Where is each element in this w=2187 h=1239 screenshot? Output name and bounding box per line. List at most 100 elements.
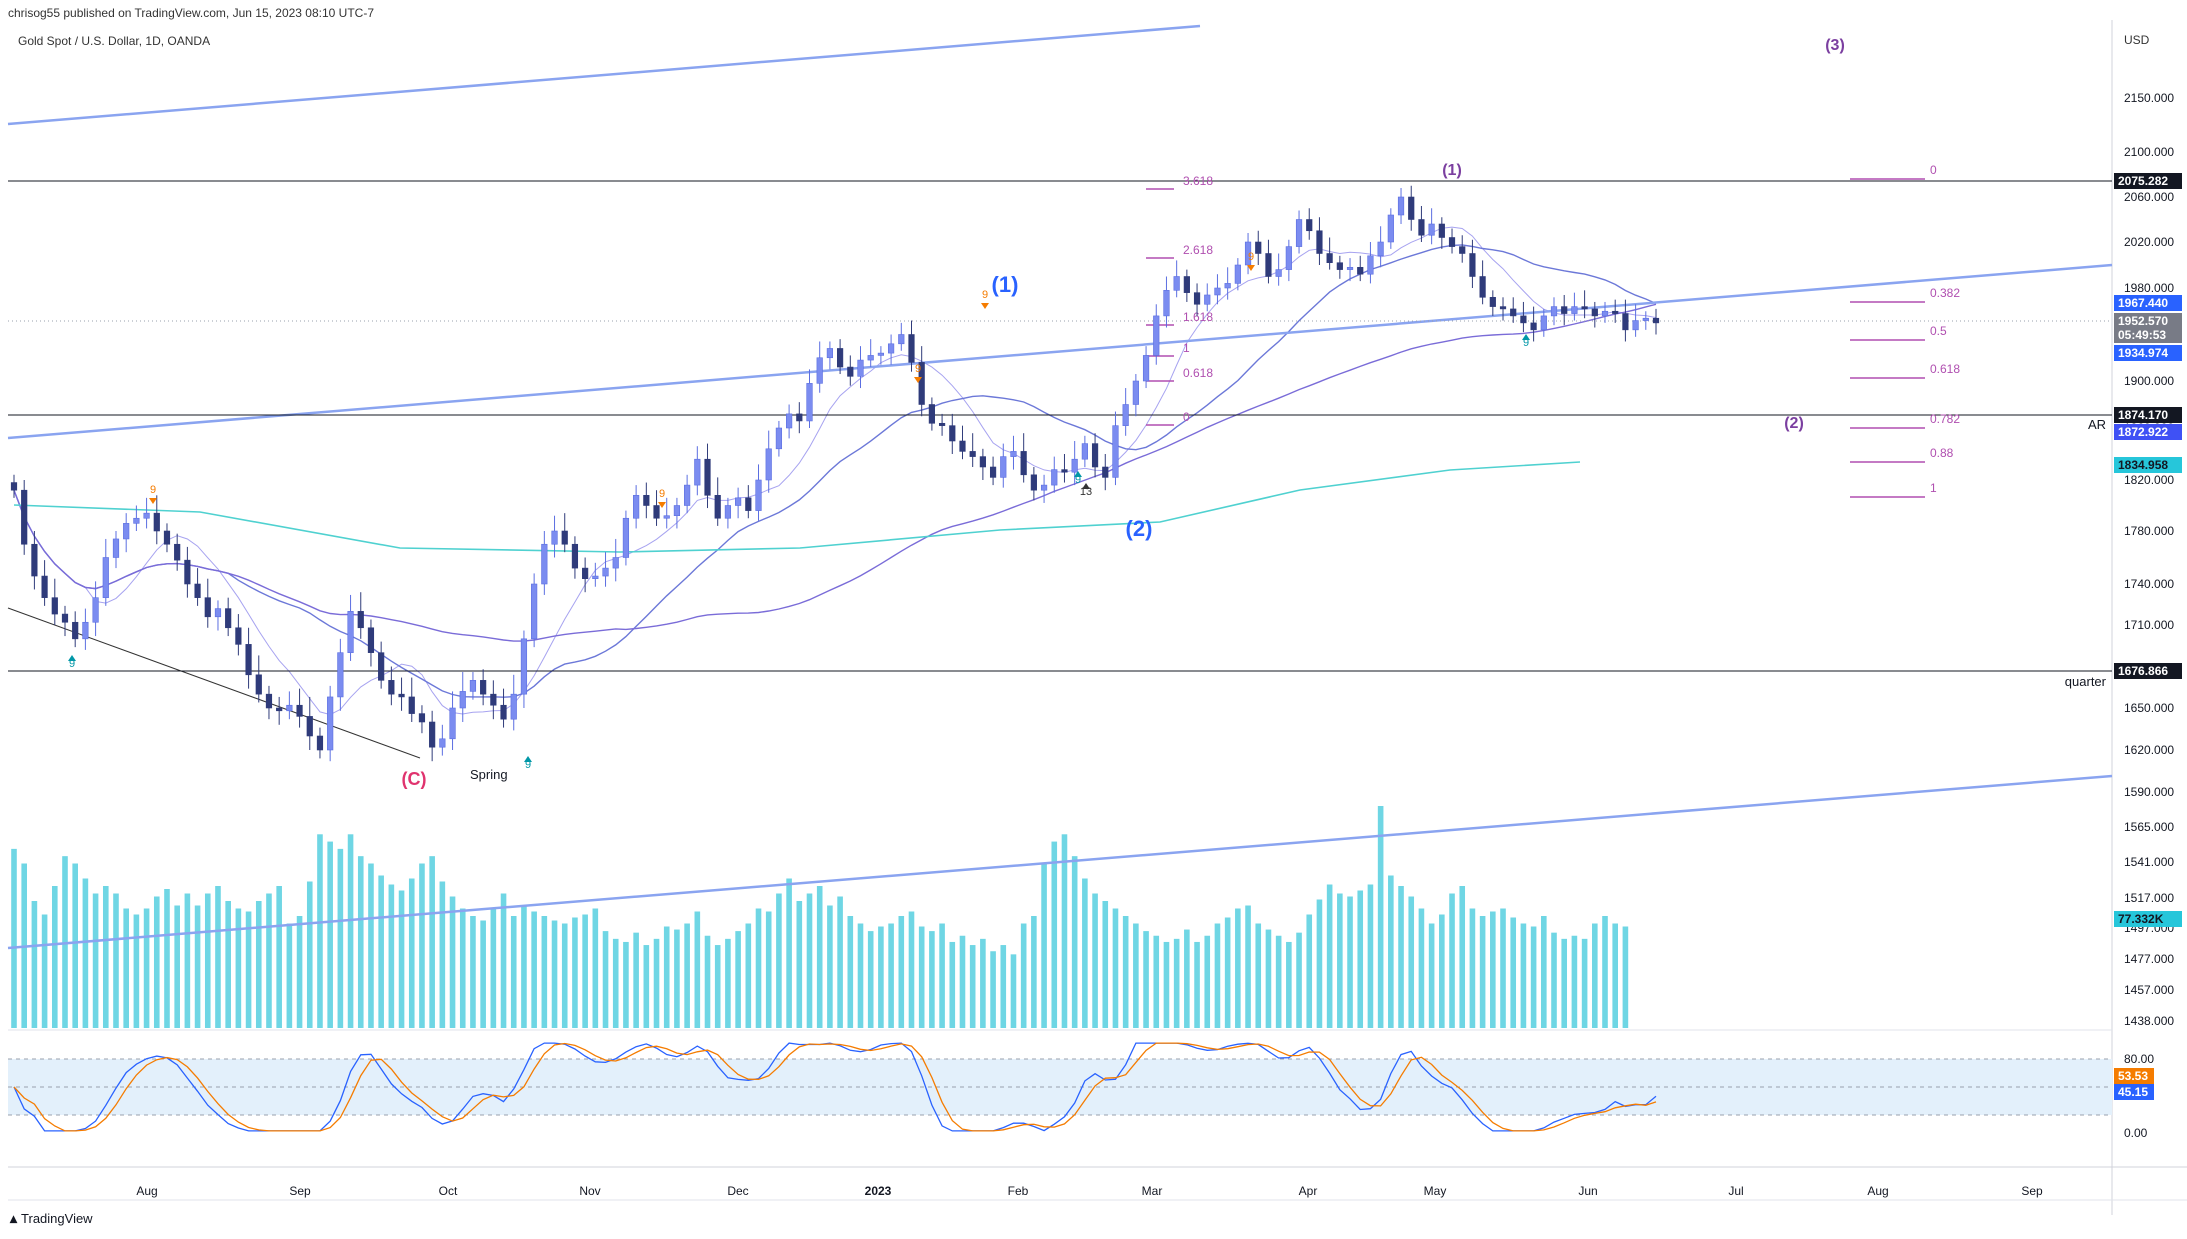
candle-body <box>592 575 599 579</box>
volume-bar <box>1275 935 1282 1028</box>
candle-body <box>143 512 150 519</box>
td-arrow-icon <box>149 498 157 504</box>
volume-bar <box>755 908 762 1028</box>
volume-bar <box>847 916 854 1028</box>
candle-body <box>1234 264 1241 284</box>
time-axis-label: Apr <box>1299 1184 1318 1198</box>
volume-bar <box>429 856 435 1028</box>
candle-body <box>643 494 650 506</box>
volume-bar <box>255 901 262 1028</box>
candle-body <box>1316 230 1323 254</box>
volume-bar <box>51 886 58 1028</box>
volume-bar <box>776 893 782 1028</box>
price-axis[interactable]: 2150.000 2100.000 2060.000 2020.000 1980.000… <box>2124 91 2174 1140</box>
candle-body <box>898 334 905 345</box>
candle-body <box>102 557 109 598</box>
volume-bar <box>990 951 996 1028</box>
candle-body <box>938 422 946 426</box>
candle-body <box>1214 287 1221 296</box>
fib-extension-label: 1 <box>1183 341 1190 355</box>
time-axis-label: Aug <box>136 1184 157 1198</box>
candle-body <box>1153 315 1160 356</box>
price-axis-label: 2100.000 <box>2124 145 2174 159</box>
volume-bar <box>1214 923 1221 1028</box>
td-count-label: 9 <box>1248 251 1254 263</box>
candle-body <box>1306 219 1313 232</box>
volume-bar <box>337 848 344 1028</box>
time-axis[interactable]: Aug Sep Oct Nov Dec 2023 Feb Mar Apr May Jun Jul Aug… <box>136 1184 2043 1198</box>
volume-bar <box>1000 945 1007 1028</box>
volume-bar <box>327 841 333 1028</box>
drawn-lines[interactable] <box>7 24 2113 950</box>
price-axis-label: 1438.000 <box>2124 1014 2174 1028</box>
candle-body <box>775 427 783 450</box>
td-count-label: 9 <box>982 289 988 301</box>
candle-body <box>337 652 344 698</box>
volume-bar <box>1500 908 1506 1028</box>
candle-body <box>653 505 660 519</box>
time-axis-label: Mar <box>1142 1184 1163 1198</box>
candle-body <box>847 366 854 377</box>
volume-bar <box>347 834 354 1028</box>
candles <box>10 185 1660 762</box>
volume-bar <box>439 881 446 1028</box>
volume-bar <box>1082 878 1088 1028</box>
candle-body <box>1612 310 1619 314</box>
volume-bar <box>143 908 150 1028</box>
candle-body <box>1020 451 1027 476</box>
volume-bar <box>72 863 78 1028</box>
candle-body <box>694 458 701 486</box>
volume-bar <box>531 911 537 1028</box>
volume-bar <box>388 884 395 1028</box>
candle-body <box>724 505 732 519</box>
candle-body <box>1336 262 1343 270</box>
volume-bar <box>735 931 741 1028</box>
fibonacci-levels[interactable]: 3.618 2.618 1.618 1 0.618 0 0 0.382 0.5 0.618 0.78… <box>1146 163 1960 498</box>
volume-bar <box>1622 926 1629 1028</box>
candle-body <box>1193 292 1201 305</box>
candle-body <box>265 693 273 709</box>
volume-bar <box>1377 806 1384 1028</box>
wave-label: (C) <box>402 769 427 789</box>
candle-body <box>796 413 803 422</box>
trend-line-channel <box>7 263 2113 440</box>
stoch-tag-bg <box>2114 1084 2154 1100</box>
price-tag-bg <box>2114 345 2182 361</box>
candle-body <box>21 489 28 545</box>
time-axis-label: May <box>1424 1184 1447 1198</box>
candle-body <box>959 440 966 452</box>
volume-bar <box>245 911 252 1028</box>
candle-body <box>1173 276 1180 291</box>
candle-body <box>928 404 935 424</box>
candle-body <box>1642 317 1649 321</box>
volume-bar <box>1357 890 1364 1028</box>
fib-extension-label: 1.618 <box>1183 310 1213 324</box>
brand[interactable]: ▴ TradingView <box>10 1210 93 1227</box>
candle-body <box>531 583 538 640</box>
price-tag-label: 1934.974 <box>2118 346 2168 360</box>
volume-bar <box>1204 935 1211 1028</box>
candle-body <box>500 704 507 720</box>
td-count-label: 9 <box>150 484 156 496</box>
candle-body <box>214 608 222 618</box>
volume-bar <box>408 878 415 1028</box>
candle-body <box>1591 308 1598 317</box>
volume-bar <box>714 945 721 1028</box>
candle-body <box>877 352 884 356</box>
candle-body <box>1275 269 1282 277</box>
volume-bar <box>266 893 272 1028</box>
volume-bar <box>796 901 803 1028</box>
volume-bar <box>1571 935 1578 1028</box>
td-arrow-icon <box>1082 483 1090 489</box>
candle-body <box>1448 237 1456 247</box>
price-tag-bg <box>2114 663 2182 679</box>
fib-extension-label: 0.618 <box>1183 366 1213 380</box>
time-axis-label: Nov <box>579 1184 600 1198</box>
candle-body <box>867 355 874 361</box>
volume-bar <box>1122 916 1129 1028</box>
volume-bar <box>1112 908 1119 1028</box>
price-tag-bg <box>2114 457 2182 473</box>
volume-bar <box>1510 917 1517 1028</box>
candle-body <box>61 613 69 623</box>
